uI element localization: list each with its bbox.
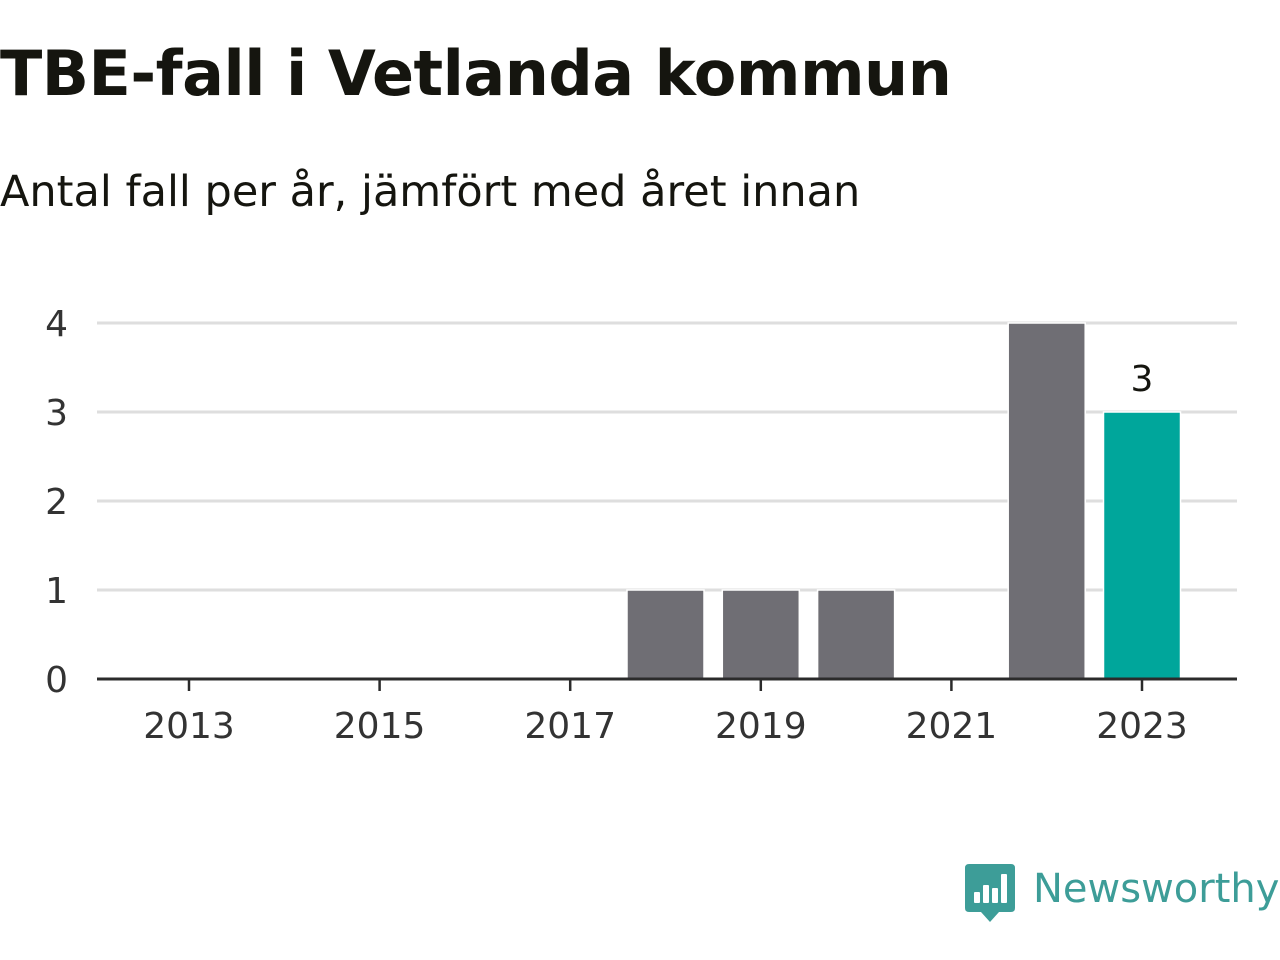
y-tick-label: 1 xyxy=(45,571,68,612)
y-tick-label: 3 xyxy=(45,393,68,434)
y-tick-label: 0 xyxy=(45,660,68,701)
y-axis-ticks: 0 1 2 3 4 xyxy=(45,304,68,701)
data-label-2023: 3 xyxy=(1131,359,1154,400)
bar-2020 xyxy=(816,589,896,680)
brand-name: Newsworthy xyxy=(1033,866,1280,912)
y-tick-label: 2 xyxy=(45,482,68,523)
x-tick-label: 2023 xyxy=(1096,706,1188,747)
data-labels: 3 xyxy=(1131,359,1154,400)
chart-subtitle: Antal fall per år, jämfört med året inna… xyxy=(0,167,861,217)
x-axis-ticks: 2013 2015 2017 2019 2021 2023 xyxy=(143,679,1188,747)
bar-2018 xyxy=(626,589,705,680)
newsworthy-logo-icon xyxy=(965,864,1015,922)
x-tick-label: 2015 xyxy=(334,706,426,747)
chart-title: TBE-fall i Vetlanda kommun xyxy=(0,37,952,110)
y-tick-label: 4 xyxy=(45,304,68,345)
x-tick-label: 2019 xyxy=(715,706,807,747)
x-tick-label: 2021 xyxy=(906,706,998,747)
x-tick-label: 2017 xyxy=(524,706,616,747)
bar-2019 xyxy=(721,589,801,680)
brand-logo: Newsworthy xyxy=(965,864,1279,926)
x-tick-label: 2013 xyxy=(143,706,235,747)
bar-2023 xyxy=(1102,411,1182,680)
bar-2022 xyxy=(1007,322,1086,680)
